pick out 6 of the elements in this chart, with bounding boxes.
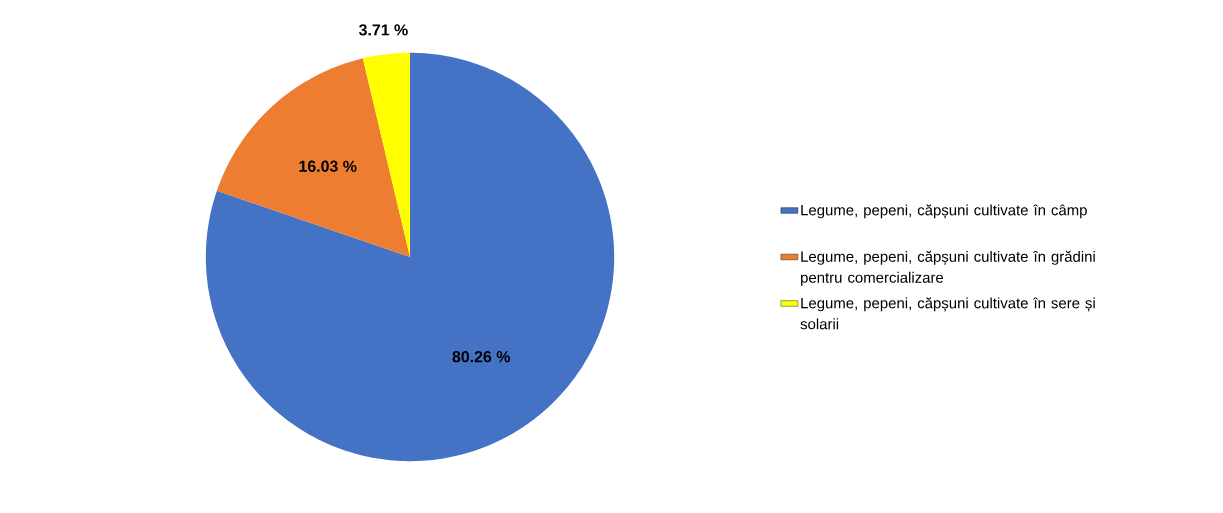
data-label: 80.26 % <box>452 351 510 363</box>
legend-label: Legume, pepeni, căpșuni cultivate în grădini pentru comercializare <box>801 250 1095 286</box>
data-label: 3.71 % <box>358 24 408 36</box>
legend-label: Legume, pepeni, căpșuni cultivate în câmp <box>801 204 1087 219</box>
legend-label: Legume, pepeni, căpșuni cultivate în sere și solarii <box>800 297 1095 330</box>
data-label: 16.03 % <box>299 160 357 172</box>
